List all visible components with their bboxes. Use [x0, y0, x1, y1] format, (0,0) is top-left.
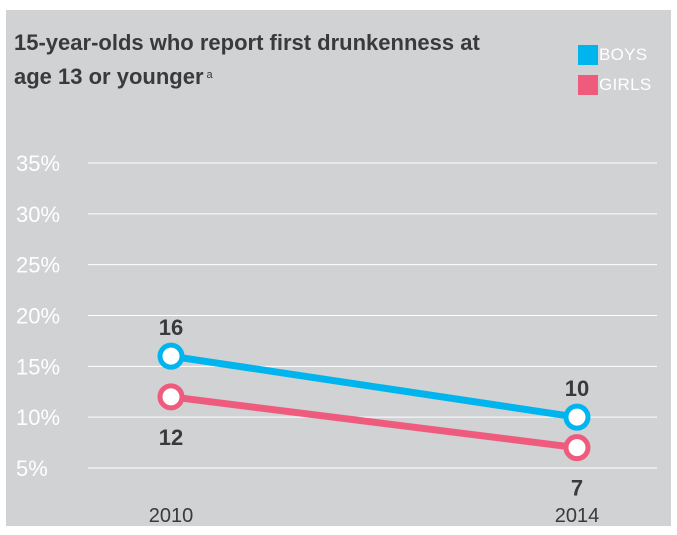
data-label-girls: 12 [159, 425, 183, 450]
legend-item-girls: GIRLS [578, 74, 652, 96]
legend-label-boys: BOYS [599, 45, 648, 64]
data-point-boys [157, 342, 185, 370]
legend-swatch-boys [578, 45, 598, 65]
series-line-girls [167, 393, 581, 452]
chart-title: 15-year-olds who report first drunkennes… [14, 26, 484, 94]
data-point-girls [157, 383, 185, 411]
legend-swatch-girls [578, 75, 598, 95]
title-footnote-marker: a [206, 69, 213, 81]
data-point-boys [563, 403, 591, 431]
y-tick-label: 20% [16, 304, 60, 329]
y-tick-label: 35% [16, 151, 60, 176]
y-tick-label: 30% [16, 202, 60, 227]
data-label-boys: 16 [159, 315, 183, 340]
chart-panel [6, 10, 671, 526]
y-tick-label: 10% [16, 405, 60, 430]
x-tick-label: 2010 [149, 505, 194, 527]
series-line-boys [167, 352, 581, 421]
legend-label-girls: GIRLS [599, 75, 652, 94]
y-tick-label: 25% [16, 253, 60, 278]
chart-title-text: 15-year-olds who report first drunkennes… [14, 30, 480, 89]
data-point-girls [563, 434, 591, 462]
y-tick-label: 15% [16, 354, 60, 379]
legend-item-boys: BOYS [578, 44, 647, 66]
data-label-girls: 7 [571, 476, 583, 501]
data-label-boys: 10 [565, 376, 589, 401]
x-tick-label: 2014 [555, 505, 600, 527]
y-tick-label: 5% [16, 456, 48, 481]
